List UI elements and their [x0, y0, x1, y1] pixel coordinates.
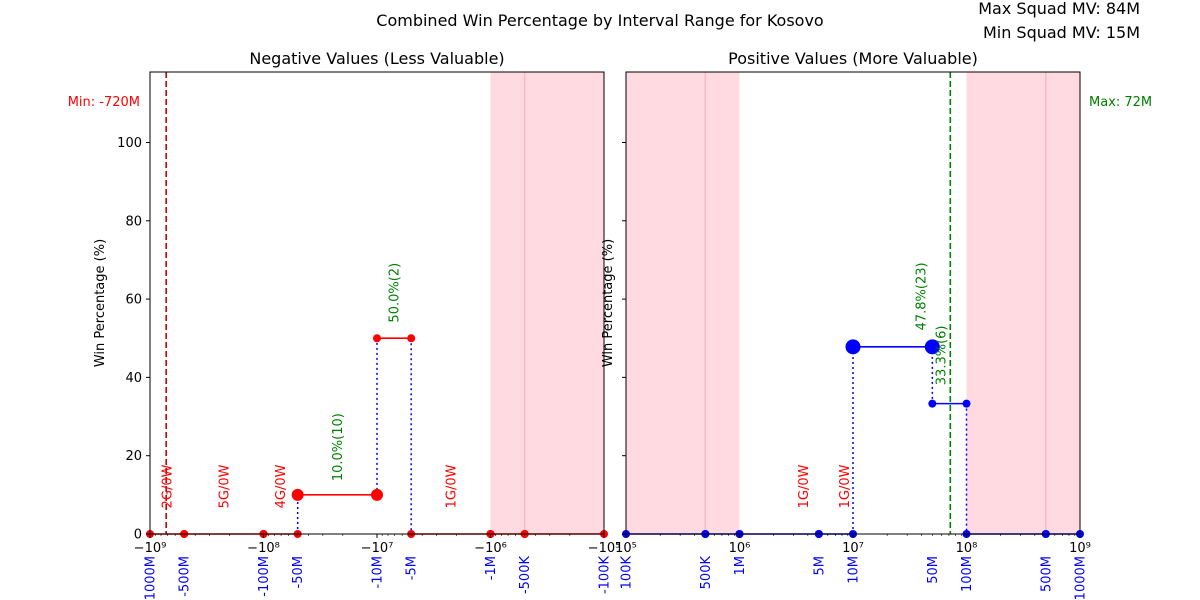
- neg-x-tick-label: −10⁶: [474, 541, 507, 556]
- neg-segment-start-point: [373, 334, 381, 343]
- pos-interval-label: 500M: [1039, 556, 1054, 592]
- positive-panel-ylabel: Win Percentage (%): [601, 239, 616, 367]
- pos-interval-label: 100M: [960, 556, 975, 592]
- pos-interval-label: 1M: [733, 556, 748, 576]
- pos-interval-label: 5M: [812, 556, 827, 576]
- pos-x-tick-label: 10⁸: [956, 541, 978, 556]
- pos-segment-end-point: [962, 399, 971, 408]
- neg-segment-end-point: [407, 334, 416, 343]
- negative-values-panel: Negative Values (Less Valuable) Win Perc…: [68, 49, 621, 600]
- neg-interval-label: -500K: [518, 556, 533, 595]
- min-squad-mv-label: Min Squad MV: 15M: [983, 23, 1140, 42]
- pos-win-percentage-label: 33.3%(6): [934, 326, 949, 386]
- neg-interval-label: -1M: [484, 556, 499, 580]
- neg-win-percentage-label: 10.0%(10): [331, 413, 346, 481]
- neg-shaded-band: [490, 72, 604, 534]
- pos-segment-start-point: [845, 339, 861, 355]
- negative-panel-title: Negative Values (Less Valuable): [249, 49, 504, 68]
- pos-segment-start-point: [928, 399, 937, 408]
- pos-shaded-band: [626, 72, 740, 534]
- neg-y-tick-label: 100: [117, 136, 142, 151]
- pos-interval-label: 500K: [699, 556, 714, 590]
- pos-shaded-band: [966, 72, 1080, 534]
- neg-interval-label: -5M: [405, 556, 420, 580]
- neg-games-wins-label: 4G/0W: [274, 464, 289, 508]
- neg-y-tick-label: 20: [125, 449, 142, 464]
- pos-x-tick-label: 10⁹: [1069, 541, 1091, 556]
- negative-panel-ylabel: Win Percentage (%): [93, 239, 108, 367]
- neg-interval-label: -1000M: [144, 556, 159, 600]
- neg-games-wins-label: 2G/0W: [161, 464, 176, 508]
- neg-interval-label: -100M: [257, 556, 272, 597]
- neg-interval-label: -500M: [178, 556, 193, 597]
- neg-segment-start-point: [291, 488, 304, 501]
- pos-x-tick-label: 10⁵: [615, 541, 637, 556]
- neg-segment-end-point: [371, 488, 383, 501]
- positive-panel-title: Positive Values (More Valuable): [728, 49, 978, 68]
- positive-values-panel: Positive Values (More Valuable) Win Perc…: [601, 49, 1152, 600]
- neg-x-tick-label: −10⁹: [134, 541, 167, 556]
- neg-x-tick-label: −10⁷: [361, 541, 394, 556]
- pos-x-tick-label: 10⁶: [729, 541, 751, 556]
- pos-interval-label: 1000M: [1074, 556, 1089, 600]
- neg-x-tick-label: −10⁸: [247, 541, 280, 556]
- neg-games-wins-label: 5G/0W: [218, 464, 233, 508]
- pos-interval-label: 50M: [926, 556, 941, 584]
- neg-games-wins-label: 1G/0W: [445, 464, 460, 508]
- neg-y-tick-label: 60: [125, 293, 142, 308]
- neg-y-tick-label: 0: [134, 528, 142, 543]
- pos-interval-label: 100K: [620, 556, 635, 590]
- pos-interval-label: 10M: [847, 556, 862, 584]
- neg-interval-label: -50M: [291, 556, 306, 588]
- pos-games-wins-label: 1G/0W: [797, 464, 812, 508]
- neg-win-percentage-label: 50.0%(2): [388, 263, 403, 323]
- pos-reference-label: Max: 72M: [1089, 95, 1152, 110]
- max-squad-mv-label: Max Squad MV: 84M: [978, 0, 1140, 18]
- neg-reference-label: Min: -720M: [68, 95, 140, 110]
- neg-interval-label: -100K: [598, 556, 613, 595]
- pos-games-wins-label: 1G/0W: [838, 464, 853, 508]
- pos-segment-end-point: [924, 339, 940, 355]
- pos-x-tick-label: 10⁷: [842, 541, 864, 556]
- pos-win-percentage-label: 47.8%(23): [914, 262, 929, 330]
- figure-title: Combined Win Percentage by Interval Rang…: [376, 11, 823, 30]
- neg-y-tick-label: 40: [125, 371, 142, 386]
- neg-x-tick-label: −10⁵: [588, 541, 621, 556]
- neg-interval-label: -10M: [371, 556, 386, 588]
- neg-y-tick-label: 80: [125, 214, 142, 229]
